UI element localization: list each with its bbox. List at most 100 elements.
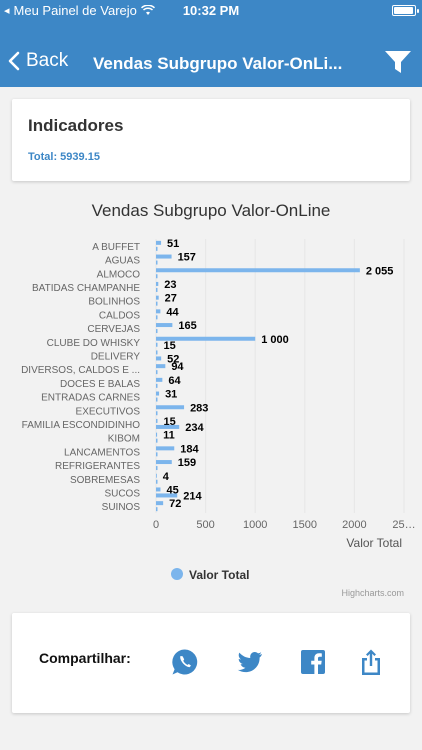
x-tick-label: 2000 — [342, 519, 366, 531]
data-label: 2 055 — [366, 265, 394, 277]
indicators-title: Indicadores — [28, 116, 124, 135]
data-label: 64 — [168, 375, 181, 387]
bar — [156, 493, 178, 498]
bar — [156, 309, 161, 314]
category-label: LANCAMENTOS — [64, 447, 140, 458]
carrier-label: Meu Painel de Varejo — [13, 3, 137, 18]
bar — [156, 446, 175, 451]
bar — [156, 323, 173, 328]
share-label: Compartilhar: — [39, 650, 131, 666]
category-label: CERVEJAS — [87, 324, 140, 335]
x-tick-label: 1000 — [243, 519, 267, 531]
data-label: 214 — [183, 490, 202, 502]
bar — [156, 473, 157, 478]
chevron-left-icon — [8, 51, 20, 71]
bar — [156, 364, 166, 369]
bar — [156, 329, 158, 334]
whatsapp-icon[interactable] — [171, 648, 199, 676]
bar — [156, 501, 164, 506]
twitter-icon[interactable] — [235, 648, 263, 676]
bar — [156, 391, 160, 396]
bar — [156, 479, 158, 484]
indicators-total: Total: 5939.15 — [28, 151, 100, 163]
category-label: ENTRADAS CARNES — [41, 393, 140, 404]
axis-title: Valor Total — [346, 536, 402, 550]
bar — [156, 370, 158, 375]
chart-plot: 0 500 1000 1500 2000 25… A BUFFET 51 AGUAS 157 ALM… — [21, 238, 416, 580]
data-label: 51 — [167, 238, 179, 250]
bar — [156, 397, 158, 402]
wifi-icon — [140, 5, 155, 15]
data-label: 159 — [178, 457, 196, 469]
bar — [156, 274, 158, 279]
data-label: 157 — [178, 252, 196, 264]
category-label: ALMOCO — [97, 269, 141, 280]
bar — [156, 405, 185, 410]
bar — [156, 254, 172, 259]
x-tick-label: 0 — [153, 519, 159, 531]
category-label: REFRIGERANTES — [55, 461, 140, 472]
bar — [156, 507, 158, 512]
bar — [156, 336, 256, 341]
data-label: 72 — [169, 498, 181, 510]
category-label: EXECUTIVOS — [76, 406, 141, 417]
clock: 10:32 PM — [182, 3, 240, 18]
app-header: ◂ Meu Painel de Varejo 10:32 PM Back Ven… — [0, 0, 422, 87]
bar — [156, 268, 360, 273]
data-label: 44 — [166, 306, 179, 318]
category-label: BATIDAS CHAMPANHE — [32, 283, 140, 294]
data-label: 27 — [165, 293, 177, 305]
data-label: 23 — [164, 279, 176, 291]
category-label: SUCOS — [104, 488, 140, 499]
category-label: DELIVERY — [91, 351, 141, 362]
facebook-icon[interactable] — [299, 648, 327, 676]
battery-icon — [392, 5, 419, 16]
bar — [156, 356, 162, 361]
data-label: 234 — [185, 422, 204, 434]
status-bar: ◂ Meu Painel de Varejo 10:32 PM — [0, 0, 422, 22]
x-tick-label: 500 — [196, 519, 214, 531]
bar — [156, 350, 158, 355]
page-title: Vendas Subgrupo Valor-OnLi... — [93, 54, 343, 73]
bar — [156, 452, 158, 457]
chart-credits[interactable]: Highcharts.com — [341, 588, 404, 598]
category-label: CLUBE DO WHISKY — [47, 338, 141, 349]
data-label: 11 — [163, 430, 175, 442]
data-label: 184 — [180, 443, 199, 455]
bar — [156, 246, 158, 251]
category-label: DIVERSOS, CALDOS E ... — [21, 365, 140, 376]
back-to-app-icon[interactable]: ◂ — [4, 5, 10, 17]
bar — [156, 342, 158, 347]
bar — [156, 438, 158, 443]
category-label: KIBOM — [108, 434, 140, 445]
indicators-card: Indicadores Total: 5939.15 — [12, 99, 410, 181]
bar — [156, 377, 163, 382]
share-card: Compartilhar: — [12, 613, 410, 713]
category-label: BOLINHOS — [88, 297, 140, 308]
back-button[interactable]: Back — [8, 50, 68, 72]
data-label: 31 — [165, 389, 177, 401]
bar — [156, 424, 180, 429]
bar — [156, 287, 158, 292]
category-label: A BUFFET — [92, 242, 140, 253]
bar — [156, 418, 158, 423]
bar — [156, 411, 158, 416]
bar — [156, 432, 158, 437]
data-label: 94 — [171, 361, 184, 373]
category-label: SOBREMESAS — [70, 475, 140, 486]
navigation-bar: Back Vendas Subgrupo Valor-OnLi... — [0, 40, 422, 84]
chart-title: Vendas Subgrupo Valor-OnLine — [91, 201, 331, 220]
share-icon[interactable] — [357, 648, 385, 676]
bar — [156, 295, 159, 300]
data-label: 165 — [178, 320, 196, 332]
data-label: 1 000 — [261, 334, 289, 346]
bar — [156, 460, 172, 465]
filter-icon[interactable] — [384, 49, 412, 75]
bar — [156, 466, 158, 471]
x-tick-label: 1500 — [293, 519, 317, 531]
data-label: 283 — [190, 402, 208, 414]
data-label: 4 — [163, 471, 170, 483]
data-label: 52 — [167, 353, 179, 365]
x-tick-label: 25… — [392, 519, 415, 531]
bar — [156, 383, 158, 388]
